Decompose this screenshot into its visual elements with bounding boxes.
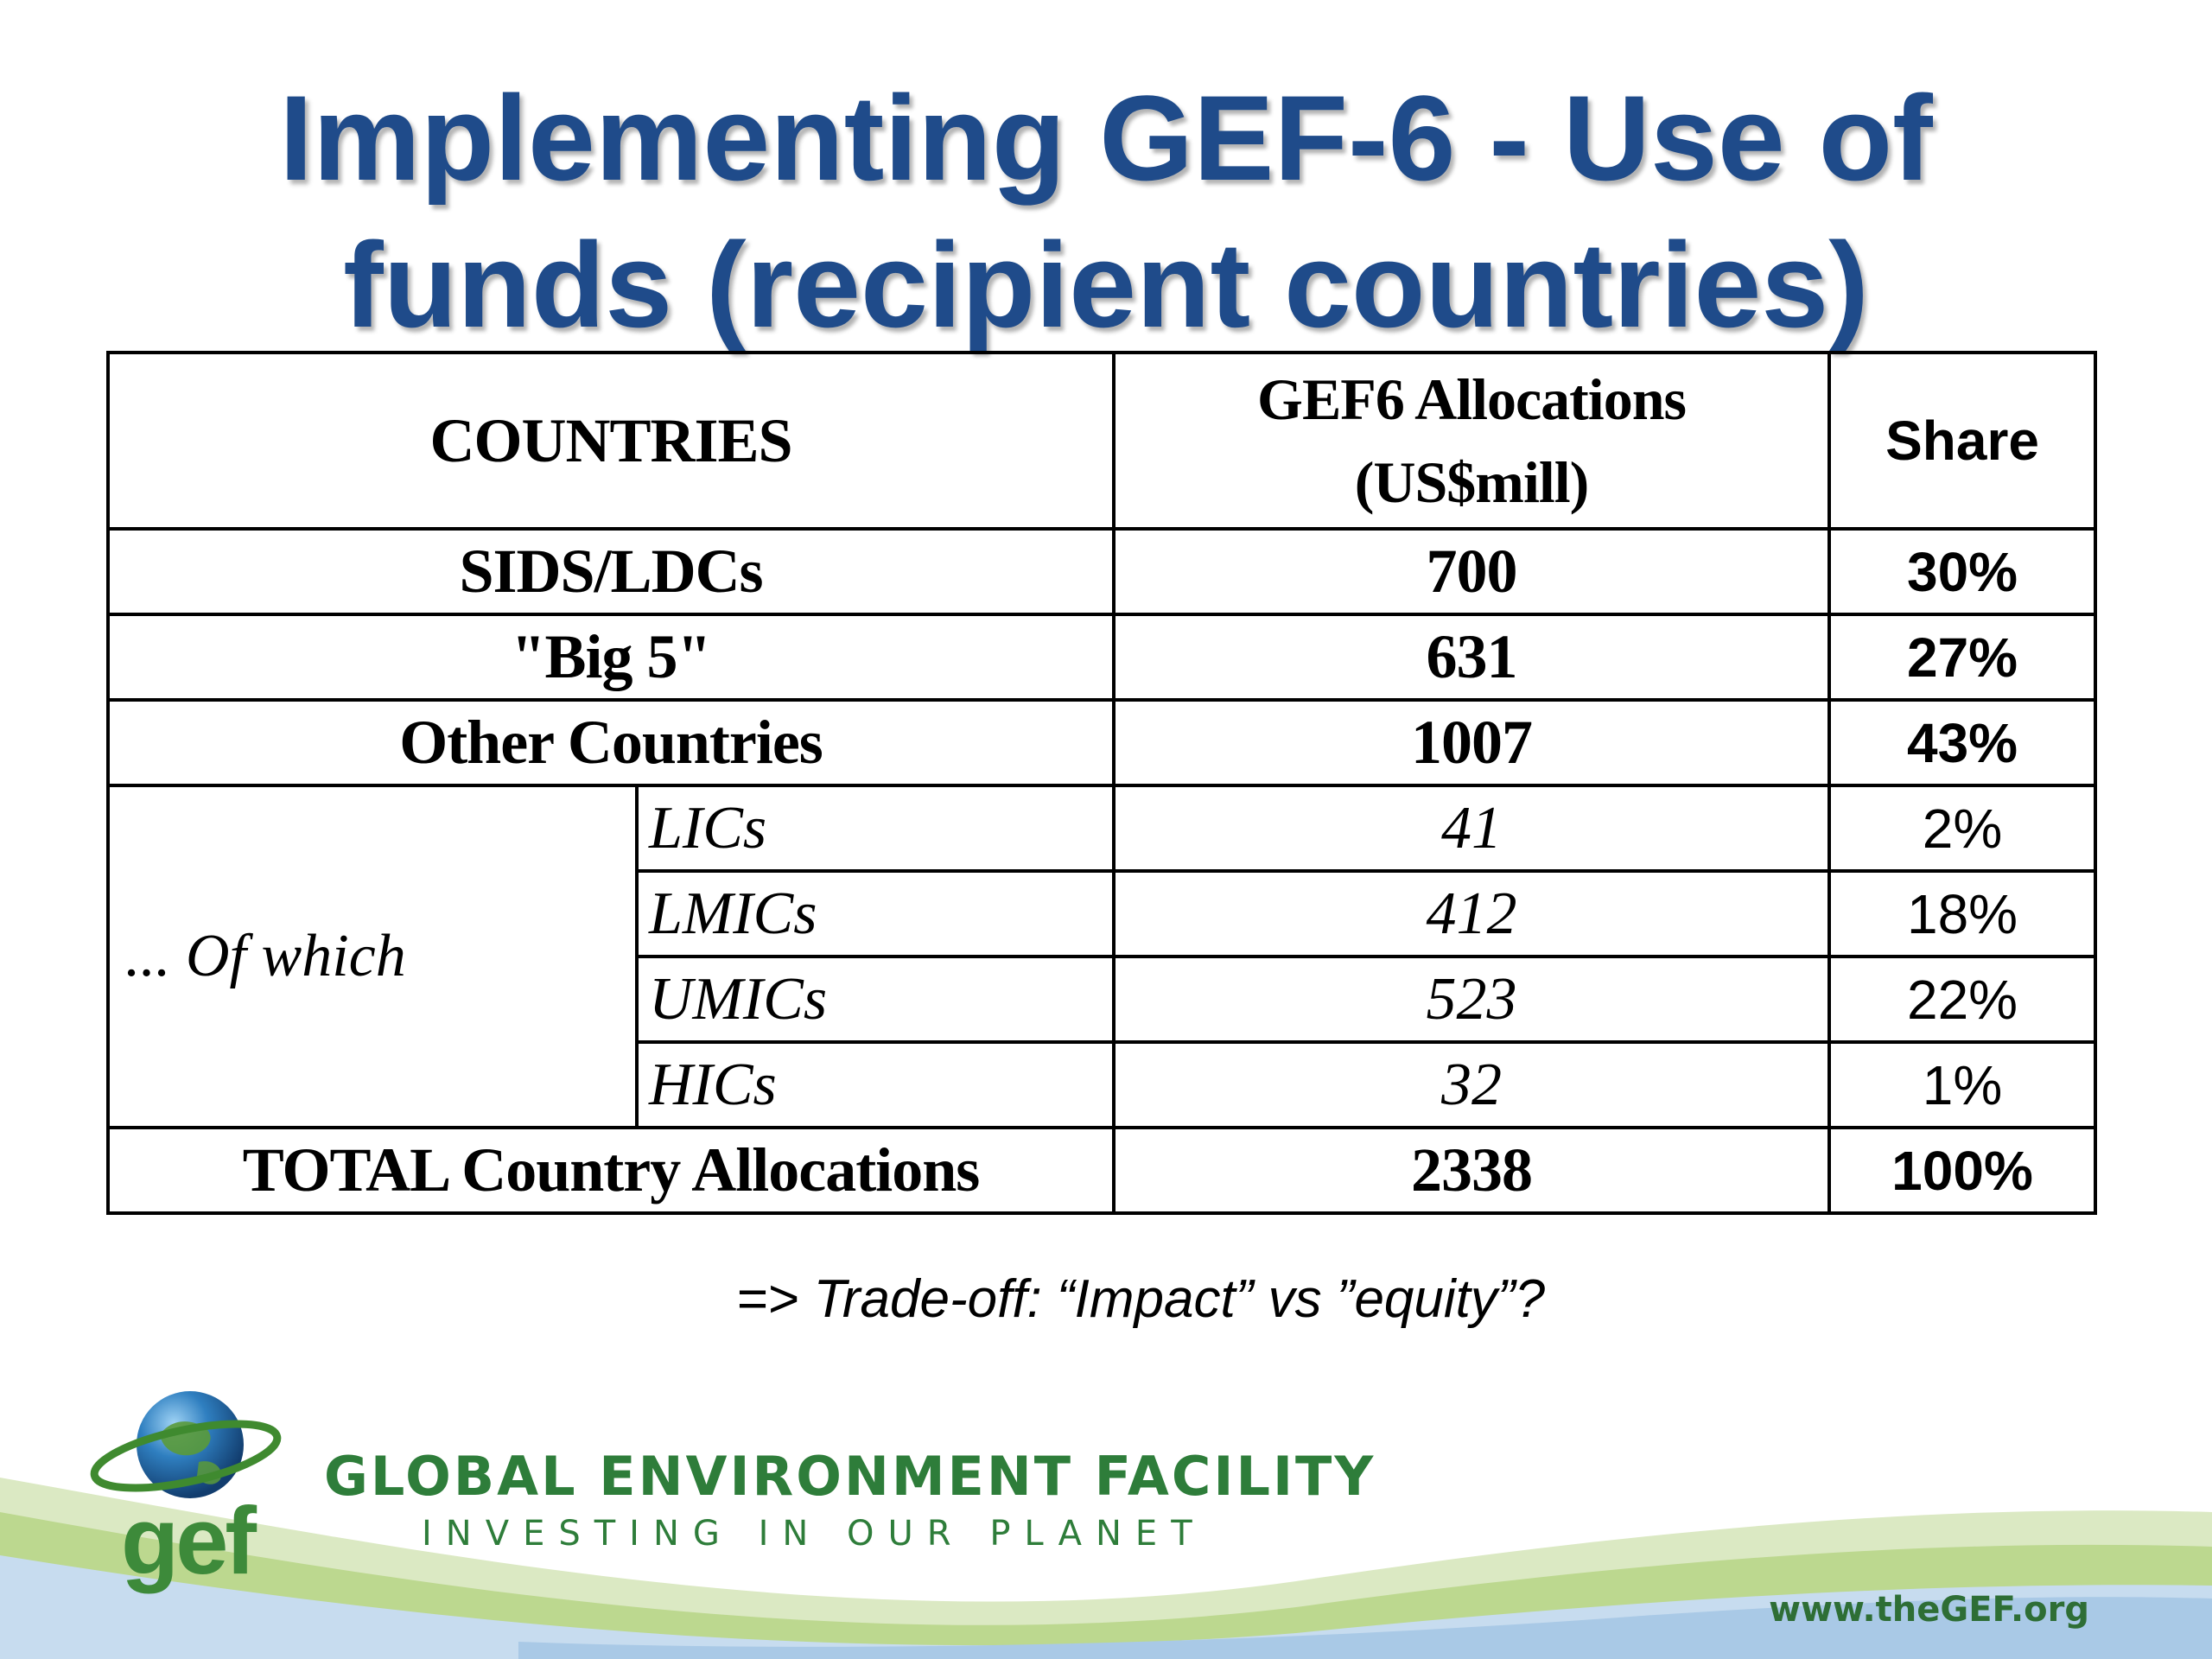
of-which-label: ... Of which: [106, 784, 639, 1129]
subgroup-share-cell: 22%: [1827, 955, 2098, 1044]
gef-logo-text: gef: [121, 1488, 257, 1594]
table-subrow: LMICs 412 18%: [108, 869, 2098, 958]
subgroup-share-cell: 2%: [1827, 784, 2098, 873]
table-total-row: TOTAL Country Allocations 2338 100%: [105, 1126, 2098, 1215]
title-line-1: Implementing GEF-6 - Use of: [279, 70, 1933, 206]
subgroup-cell: UMICs: [634, 955, 1116, 1044]
org-name: GLOBAL ENVIRONMENT FACILITY: [324, 1445, 1376, 1508]
table-row: Other Countries 1007 43%: [105, 698, 2098, 787]
page-title: Implementing GEF-6 - Use of funds (recip…: [0, 65, 2212, 359]
header-countries: COUNTRIES: [105, 351, 1116, 531]
subgroup-allocation-cell: 412: [1112, 869, 1832, 958]
allocation-table: COUNTRIES GEF6 Allocations (US$mill) Sha…: [105, 351, 2098, 1215]
header-share: Share: [1827, 351, 2098, 531]
share-cell: 27%: [1827, 613, 2098, 702]
subgroup-allocation-cell: 32: [1112, 1040, 1832, 1129]
share-cell: 30%: [1827, 527, 2098, 616]
subgroup-cell: LICs: [634, 784, 1116, 873]
table-subrow: UMICs 523 22%: [108, 955, 2098, 1044]
total-label-cell: TOTAL Country Allocations: [105, 1126, 1116, 1215]
subgroup-cell: HICs: [634, 1040, 1116, 1129]
table-row: SIDS/LDCs 700 30%: [105, 527, 2098, 616]
country-cell: Other Countries: [105, 698, 1116, 787]
subgroup-allocation-cell: 523: [1112, 955, 1832, 1044]
country-cell: "Big 5": [105, 613, 1116, 702]
title-line-2: funds (recipient countries): [343, 217, 1869, 353]
allocation-cell: 631: [1112, 613, 1832, 702]
subgroup-cell: LMICs: [634, 869, 1116, 958]
table-header-row: COUNTRIES GEF6 Allocations (US$mill) Sha…: [105, 351, 2098, 531]
header-allocations-line2: (US$mill): [1354, 449, 1590, 515]
subgroup-share-cell: 1%: [1827, 1040, 2098, 1129]
total-share-cell: 100%: [1827, 1126, 2098, 1215]
footer-wave-decoration: [0, 1478, 2212, 1659]
gef-globe-icon: [90, 1391, 282, 1498]
table-subrow: ... Of which LICs 41 2%: [106, 784, 2098, 1129]
subgroup-allocation-cell: 41: [1112, 784, 1832, 873]
table-subrow: HICs 32 1%: [108, 1040, 2098, 1129]
header-allocations-line1: GEF6 Allocations: [1257, 366, 1687, 432]
website-link[interactable]: www.theGEF.org: [1769, 1590, 2089, 1630]
country-cell: SIDS/LDCs: [105, 527, 1116, 616]
total-allocation-cell: 2338: [1112, 1126, 1832, 1215]
allocation-cell: 700: [1112, 527, 1832, 616]
table-row: "Big 5" 631 27%: [105, 613, 2098, 702]
allocation-cell: 1007: [1112, 698, 1832, 787]
header-allocations: GEF6 Allocations (US$mill): [1112, 351, 1832, 531]
subgroup-share-cell: 18%: [1827, 869, 2098, 958]
org-tagline: INVESTING IN OUR PLANET: [422, 1514, 1206, 1554]
tradeoff-note: => Trade-off: “Impact” vs ”equity”?: [735, 1269, 1546, 1329]
share-cell: 43%: [1827, 698, 2098, 787]
